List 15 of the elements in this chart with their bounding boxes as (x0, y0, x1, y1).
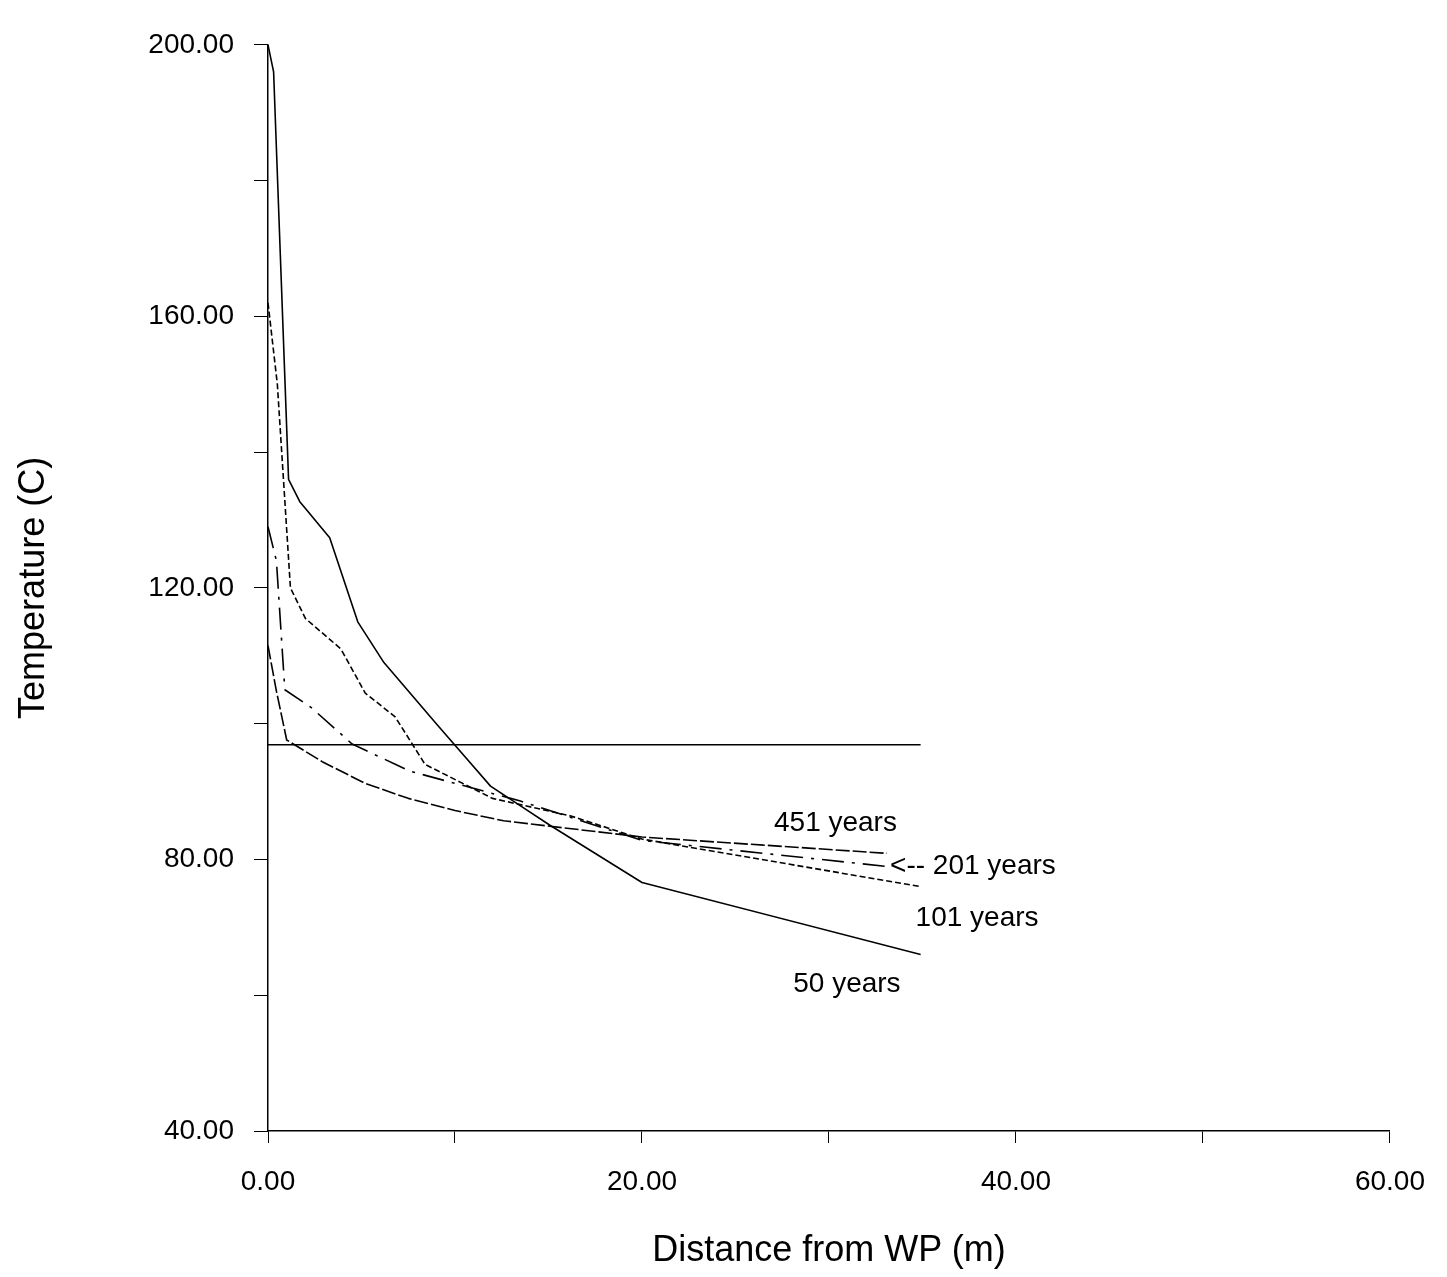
series-label: <-- 201 years (890, 848, 1056, 880)
series-label: 451 years (773, 806, 897, 838)
y-axis-title: Temperature (C) (10, 456, 52, 719)
y-tick-label: 40.00 (163, 1113, 234, 1145)
y-tick-label: 80.00 (163, 842, 234, 874)
x-axis-title: Distance from WP (m) (652, 1228, 1006, 1270)
x-tick-label: 20.00 (606, 1164, 678, 1196)
x-tick-label: 0.00 (240, 1164, 296, 1196)
y-tick-label: 200.00 (148, 27, 234, 59)
x-tick-label: 40.00 (980, 1164, 1052, 1196)
y-tick-label: 160.00 (148, 299, 234, 331)
series-label: 50 years (793, 967, 901, 999)
x-tick-label: 60.00 (1354, 1164, 1425, 1196)
y-tick-label: 120.00 (148, 570, 234, 602)
series-label: 101 years (915, 901, 1039, 933)
